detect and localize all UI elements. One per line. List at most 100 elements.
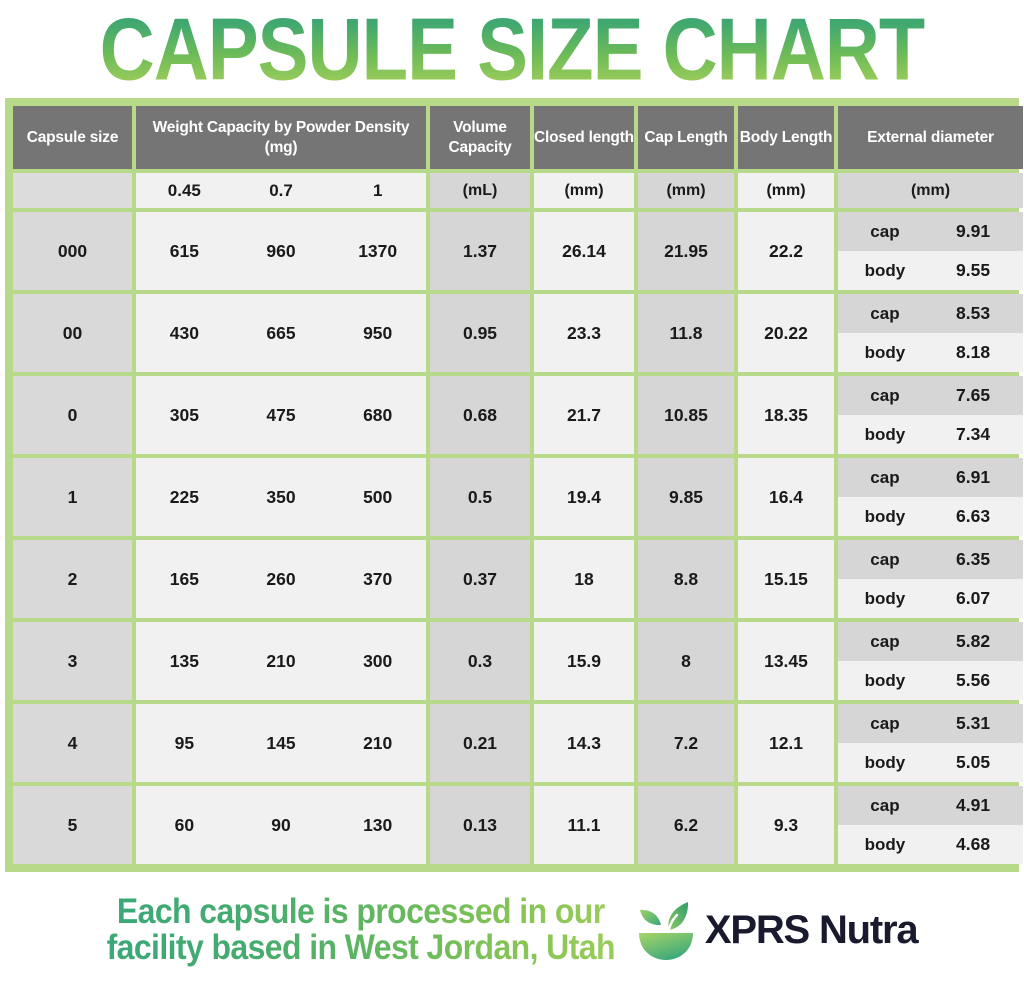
cell-volume-capacity: 1.37 [430,212,530,290]
units-external-diameter: (mm) [838,173,1023,208]
cell-volume-capacity: 0.21 [430,704,530,782]
header-volume-capacity: Volume Capacity [430,106,530,169]
cell-cap-length: 6.2 [638,786,734,864]
cell-weight-capacity: 165 260 370 [136,540,426,618]
table-header: Capsule size Weight Capacity by Powder D… [13,106,1023,208]
footer-tagline-line2: facility based in West Jordan, Utah [106,927,616,967]
cell-capsule-size: 000 [13,212,132,290]
cell-body-length: 22.2 [738,212,834,290]
ext-body-value: 5.05 [956,752,991,772]
footer-tagline-line1: Each capsule is processed in our [107,891,615,931]
units-capsule-size [13,173,132,208]
ext-cap-value: 5.82 [956,631,991,651]
ext-body-label: body [864,752,906,772]
table-row: 2 165 260 370 0.37 18 8.8 15.15 cap [13,540,1023,618]
weight-1: 370 [363,568,393,589]
weight-045: 95 [174,732,195,753]
table-row: 5 60 90 130 0.13 11.1 6.2 9.3 cap [13,786,1023,864]
cell-body-length: 9.3 [738,786,834,864]
mortar-leaf-icon [638,902,693,960]
brand-name: XPRS Nutra [704,907,919,952]
ext-body-label: body [864,506,906,526]
cell-external-diameter: cap 6.35 body 6.07 [838,540,1023,618]
table-row: 000 615 960 1370 1.37 26.14 21.95 22.2 c… [13,212,1023,290]
weight-07: 350 [266,486,296,507]
cell-external-diameter: cap 9.91 body 9.55 [838,212,1023,290]
cell-body-length: 18.35 [738,376,834,454]
weight-1: 1370 [358,240,398,261]
weight-045: 430 [169,322,199,343]
ext-body-row: body 4.68 [838,825,1023,864]
cell-closed-length: 26.14 [534,212,634,290]
cell-volume-capacity: 0.37 [430,540,530,618]
units-closed-length: (mm) [534,173,634,208]
weight-045: 60 [174,814,195,835]
weight-07: 145 [266,732,296,753]
table-row: 00 430 665 950 0.95 23.3 11.8 20.22 cap [13,294,1023,372]
ext-body-row: body 9.55 [838,251,1023,290]
ext-cap-row: cap 5.82 [838,622,1023,661]
cell-closed-length: 21.7 [534,376,634,454]
ext-body-value: 9.55 [956,260,991,280]
cell-external-diameter: cap 6.91 body 6.63 [838,458,1023,536]
ext-cap-value: 5.31 [956,713,991,733]
header-weight-capacity: Weight Capacity by Powder Density (mg) [136,106,426,169]
page-header: CAPSULE SIZE CHART [0,0,1024,98]
cell-capsule-size: 1 [13,458,132,536]
units-volume-capacity: (mL) [430,173,530,208]
page-title: CAPSULE SIZE CHART [99,1,926,99]
cell-weight-capacity: 305 475 680 [136,376,426,454]
cell-cap-length: 7.2 [638,704,734,782]
header-external-diameter: External diameter [838,106,1023,169]
table-row: 3 135 210 300 0.3 15.9 8 13.45 cap [13,622,1023,700]
weight-1: 950 [363,322,393,343]
weight-07: 260 [266,568,296,589]
ext-body-label: body [864,342,906,362]
ext-body-label: body [864,670,906,690]
table-row: 4 95 145 210 0.21 14.3 7.2 12.1 cap [13,704,1023,782]
weight-07: 210 [266,650,296,671]
ext-body-value: 5.56 [956,670,991,690]
ext-cap-value: 8.53 [956,303,991,323]
weight-07: 960 [266,240,296,261]
table-row: 0 305 475 680 0.68 21.7 10.85 18.35 cap [13,376,1023,454]
cell-weight-capacity: 225 350 500 [136,458,426,536]
cell-closed-length: 18 [534,540,634,618]
cell-weight-capacity: 135 210 300 [136,622,426,700]
weight-1: 130 [363,814,393,835]
cell-body-length: 12.1 [738,704,834,782]
cell-weight-capacity: 615 960 1370 [136,212,426,290]
cell-body-length: 20.22 [738,294,834,372]
cell-volume-capacity: 0.13 [430,786,530,864]
cell-closed-length: 19.4 [534,458,634,536]
table-units-row: 0.45 0.7 1 (mL) (mm) (mm) (mm) (mm) [13,173,1023,208]
ext-cap-row: cap 4.91 [838,786,1023,825]
capsule-size-table-container: Capsule size Weight Capacity by Powder D… [5,98,1023,872]
cell-capsule-size: 0 [13,376,132,454]
ext-body-label: body [864,260,906,280]
table-body: 000 615 960 1370 1.37 26.14 21.95 22.2 c… [13,212,1023,864]
cell-external-diameter: cap 7.65 body 7.34 [838,376,1023,454]
density-value-1: 0.45 [167,180,201,200]
ext-cap-label: cap [870,713,900,733]
cell-weight-capacity: 95 145 210 [136,704,426,782]
ext-body-row: body 7.34 [838,415,1023,454]
cell-external-diameter: cap 5.82 body 5.56 [838,622,1023,700]
units-cap-length: (mm) [638,173,734,208]
header-closed-length: Closed length [534,106,634,169]
weight-045: 135 [169,650,199,671]
ext-cap-row: cap 6.35 [838,540,1023,579]
ext-body-row: body 8.18 [838,333,1023,372]
ext-body-row: body 5.05 [838,743,1023,782]
ext-cap-row: cap 9.91 [838,212,1023,251]
header-capsule-size: Capsule size [13,106,132,169]
ext-body-value: 8.18 [956,342,991,362]
ext-cap-label: cap [870,303,900,323]
cell-cap-length: 21.95 [638,212,734,290]
weight-045: 615 [169,240,199,261]
ext-body-row: body 6.63 [838,497,1023,536]
footer-tagline: Each capsule is processed in our facilit… [106,891,616,967]
cell-volume-capacity: 0.3 [430,622,530,700]
cell-cap-length: 8 [638,622,734,700]
ext-body-row: body 6.07 [838,579,1023,618]
